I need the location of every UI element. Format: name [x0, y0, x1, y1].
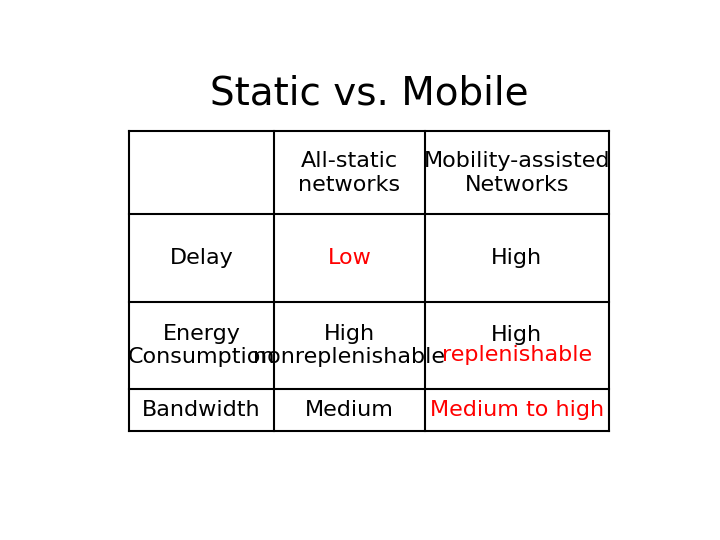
- Text: All-static
networks: All-static networks: [298, 151, 400, 194]
- Text: Bandwidth: Bandwidth: [143, 400, 261, 420]
- Text: Low: Low: [328, 248, 372, 268]
- Text: High: High: [491, 248, 542, 268]
- Text: Static vs. Mobile: Static vs. Mobile: [210, 75, 528, 113]
- Text: Medium to high: Medium to high: [430, 400, 604, 420]
- Text: High: High: [491, 326, 542, 346]
- Text: Energy
Consumption: Energy Consumption: [128, 324, 275, 367]
- Text: replenishable: replenishable: [442, 346, 592, 366]
- Text: Delay: Delay: [170, 248, 233, 268]
- Text: High
nonreplenishable: High nonreplenishable: [253, 324, 446, 367]
- Text: Medium: Medium: [305, 400, 394, 420]
- Text: Mobility-assisted
Networks: Mobility-assisted Networks: [423, 151, 610, 194]
